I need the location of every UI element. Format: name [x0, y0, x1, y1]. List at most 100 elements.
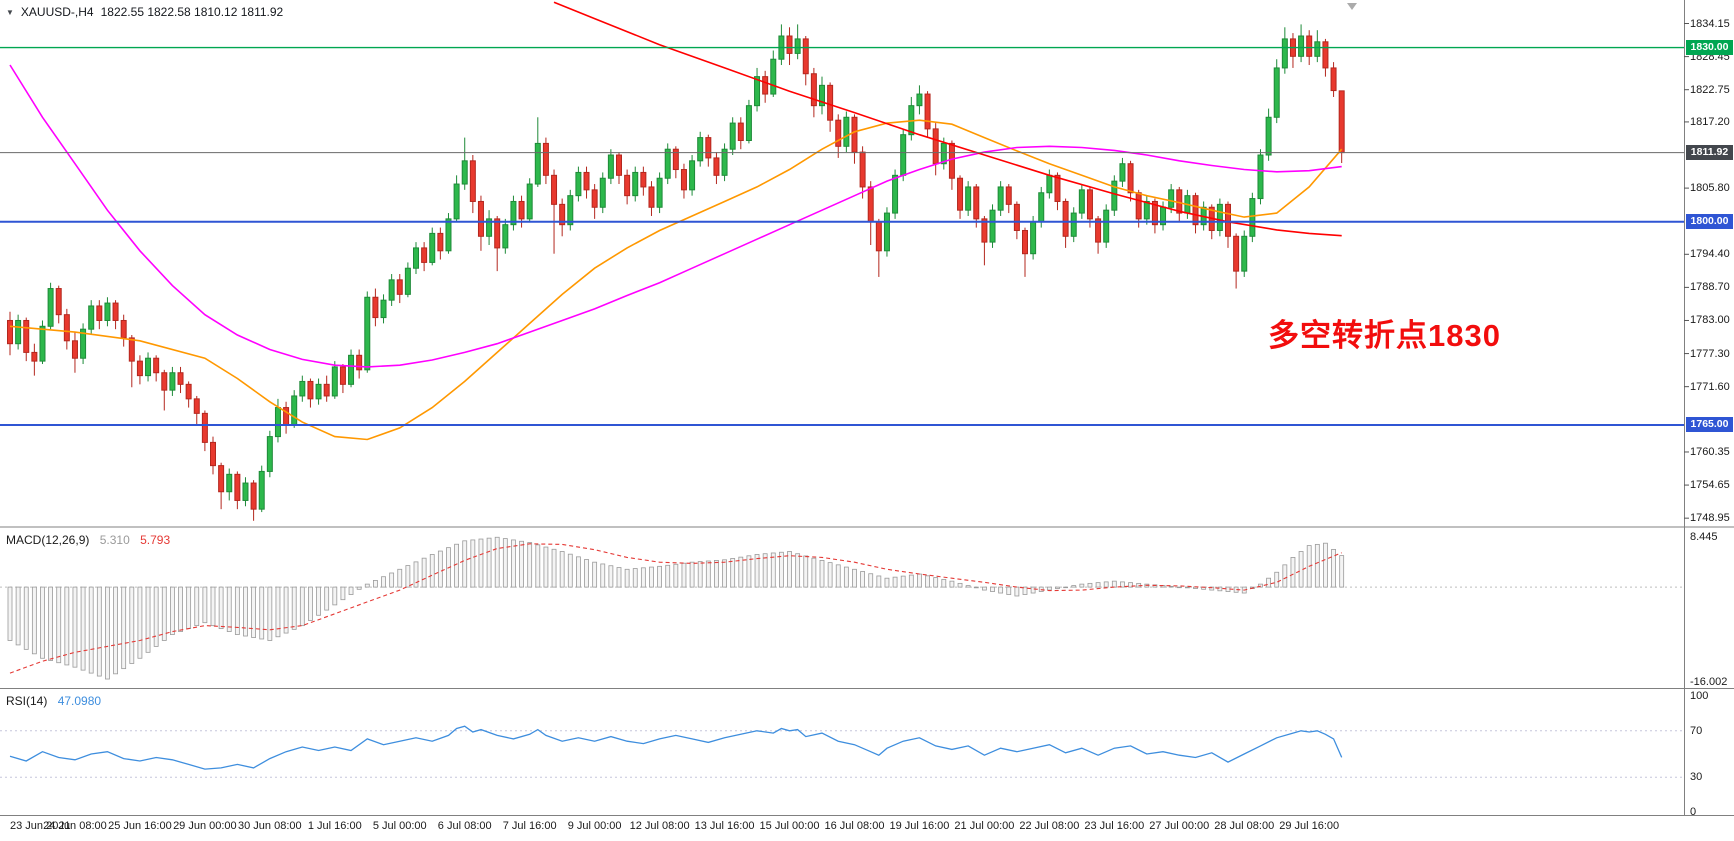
- macd-histogram-bar: [48, 586, 53, 661]
- macd-histogram-bar: [421, 557, 427, 588]
- macd-histogram-bar: [746, 555, 752, 588]
- candle-body: [957, 177, 964, 211]
- price-axis-label: 1822.75: [1690, 83, 1730, 96]
- macd-histogram-bar: [917, 573, 922, 588]
- macd-histogram-bar: [892, 576, 898, 588]
- price-axis-label: 1794.40: [1690, 248, 1730, 261]
- macd-histogram-bar: [413, 561, 419, 588]
- macd-histogram-bar: [705, 560, 711, 588]
- macd-histogram-bar: [1274, 571, 1280, 588]
- candle-body: [39, 325, 46, 362]
- macd-histogram-bar: [1331, 548, 1336, 588]
- candle-body: [599, 177, 606, 208]
- time-axis-label: 6 Jul 08:00: [437, 820, 492, 832]
- macd-histogram-bar: [7, 586, 13, 641]
- macd-histogram-bar: [1339, 555, 1345, 588]
- macd-histogram-bar: [1314, 543, 1320, 588]
- candle-body: [104, 302, 111, 321]
- macd-histogram-bar: [551, 548, 557, 588]
- macd-histogram-bar: [1087, 582, 1093, 588]
- candle-body: [177, 372, 184, 385]
- macd-histogram-bar: [600, 563, 606, 588]
- macd-histogram-bar: [405, 565, 411, 588]
- price-tag-1811.92: 1811.92: [1686, 145, 1733, 161]
- time-axis-label: 9 Jul 00:00: [567, 820, 622, 832]
- candle-body: [274, 407, 281, 438]
- candle-body: [421, 247, 428, 263]
- candle-body: [770, 58, 777, 95]
- macd-histogram-bar: [730, 558, 736, 588]
- time-scale-area[interactable]: [0, 816, 1684, 841]
- ma-fast-line: [9, 119, 1343, 441]
- macd-histogram-bar: [933, 577, 939, 588]
- candle-body: [680, 169, 687, 191]
- candle-body: [226, 473, 233, 493]
- macd-histogram-bar: [965, 585, 971, 588]
- candle-body: [981, 218, 988, 243]
- macd-histogram-bar: [616, 567, 622, 588]
- candle-body: [364, 296, 371, 371]
- macd-histogram-bar: [754, 554, 760, 588]
- candle-body: [242, 482, 249, 501]
- candle-body: [1022, 229, 1028, 255]
- time-axis-label: 22 Jul 08:00: [1019, 820, 1080, 832]
- candle-body: [713, 157, 720, 176]
- candle-body: [437, 232, 444, 252]
- macd-histogram-bar: [640, 567, 646, 588]
- symbol-name: XAUUSD-,H4: [20, 5, 94, 19]
- time-axis-label: 15 Jul 00:00: [759, 820, 820, 832]
- candle-body: [729, 122, 736, 150]
- candle-body: [63, 314, 70, 342]
- time-axis-label: 23 Jul 16:00: [1084, 820, 1145, 832]
- symbol-dropdown-icon[interactable]: ▼: [6, 7, 14, 17]
- price-tag-1830.00: 1830.00: [1686, 40, 1733, 56]
- macd-histogram-bar: [1046, 586, 1052, 591]
- price-axis-label: 1760.35: [1690, 445, 1730, 458]
- candle-body: [672, 148, 679, 171]
- price-axis-label: 1817.20: [1690, 115, 1730, 128]
- macd-histogram-bar: [1176, 586, 1182, 589]
- candle-body: [315, 383, 322, 400]
- macd-histogram-bar: [843, 566, 849, 588]
- macd-histogram-bar: [454, 543, 460, 588]
- candle-body: [1054, 174, 1061, 202]
- price-tag-1800.00: 1800.00: [1686, 214, 1733, 230]
- macd-histogram-bar: [15, 586, 21, 646]
- candle-body: [932, 128, 939, 165]
- macd-histogram-bar: [665, 564, 671, 588]
- macd-histogram-bar: [316, 586, 321, 616]
- candle-body: [502, 224, 509, 249]
- candle-body: [924, 93, 931, 130]
- price-axis-label: 1754.65: [1690, 479, 1730, 492]
- candle-body: [1273, 67, 1280, 118]
- rsi-axis-label: 30: [1690, 771, 1703, 784]
- candle-body: [948, 142, 955, 179]
- macd-histogram-bar: [1290, 557, 1296, 588]
- candle-body: [80, 328, 87, 359]
- macd-histogram-bar: [332, 586, 338, 606]
- candle-body: [867, 186, 874, 223]
- macd-histogram-bar: [576, 556, 581, 588]
- candle-body: [518, 200, 525, 220]
- macd-axis-label: 8.445: [1690, 531, 1718, 543]
- macd-histogram-bar: [900, 575, 906, 588]
- candle-body: [827, 84, 834, 121]
- time-axis-label: 13 Jul 16:00: [694, 820, 755, 832]
- trendline[interactable]: [553, 1, 1342, 237]
- macd-histogram-bar: [161, 586, 167, 641]
- macd-histogram-bar: [738, 556, 744, 588]
- candle-body: [705, 137, 712, 159]
- candle-body: [989, 209, 996, 243]
- macd-histogram-bar: [478, 538, 484, 588]
- candle-body: [1143, 200, 1150, 220]
- candle-body: [1038, 192, 1045, 223]
- price-tag-1765.00: 1765.00: [1686, 417, 1733, 433]
- candle-body: [1338, 90, 1345, 154]
- candle-body: [591, 189, 598, 208]
- price-scale-area[interactable]: [1684, 0, 1734, 815]
- macd-histogram-bar: [340, 586, 346, 601]
- candle-body: [339, 366, 346, 385]
- macd-histogram-bar: [137, 586, 143, 659]
- macd-histogram-bar: [1185, 586, 1190, 589]
